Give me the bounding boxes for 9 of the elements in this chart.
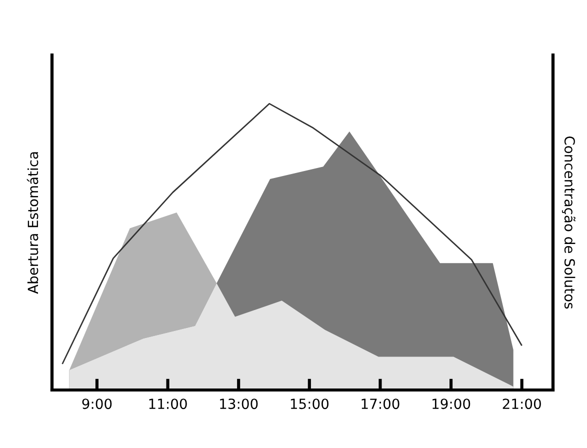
x-tick-label: 13:00 <box>220 398 258 410</box>
x-tick-label: 11:00 <box>149 398 187 410</box>
x-tick-label: 21:00 <box>502 398 541 410</box>
x-tick-label: 19:00 <box>432 398 470 410</box>
x-tick-label: 15:00 <box>290 398 328 410</box>
y-axis-title: Abertura Estomática <box>26 152 38 294</box>
x-tick-label: 9:00 <box>82 398 112 410</box>
x-tick-label: 17:00 <box>362 398 400 410</box>
y2-axis-title: Concentração de Solutos <box>562 136 576 309</box>
